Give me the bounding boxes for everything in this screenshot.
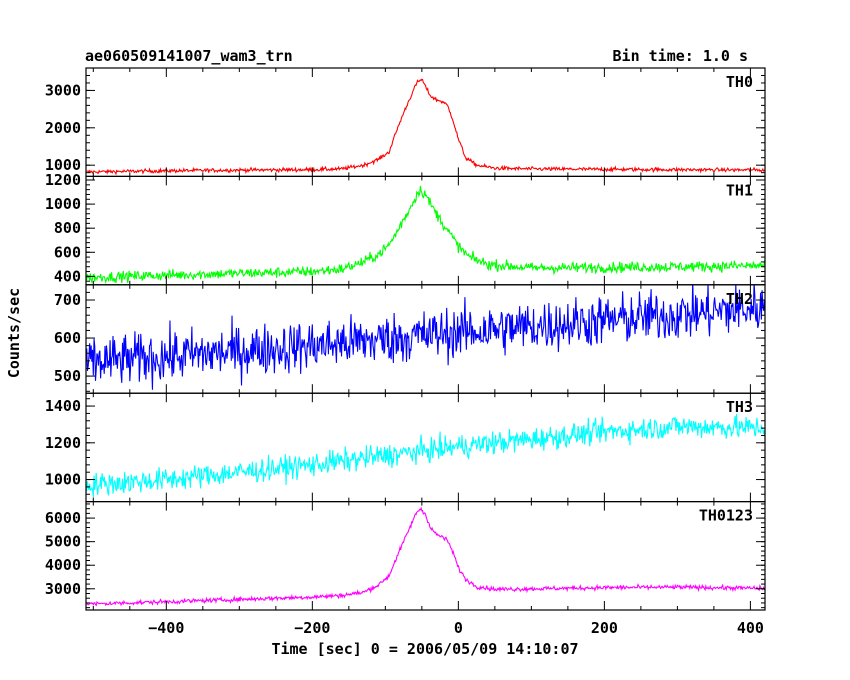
panel-label: TH2 <box>726 290 753 308</box>
panel-label: TH1 <box>726 181 753 199</box>
y-tick-label: 6000 <box>45 509 81 527</box>
y-tick-label: 1200 <box>45 434 81 452</box>
x-tick-label: 400 <box>737 619 764 637</box>
y-tick-label: 1000 <box>45 471 81 489</box>
bin-time-label: Bin time: 1.0 s <box>613 47 748 65</box>
chart-title: ae060509141007_wam3_trn <box>85 47 293 65</box>
y-tick-label: 700 <box>54 291 81 309</box>
panel-frame <box>85 501 766 611</box>
panel-frame <box>85 392 766 503</box>
panel-th3: 1000 1200 1400 TH3 <box>45 392 766 503</box>
series-line-th3 <box>86 413 765 498</box>
x-tick-label: −200 <box>294 619 330 637</box>
y-tick-label: 3000 <box>45 580 81 598</box>
y-tick-label: 600 <box>54 329 81 347</box>
x-tick-label: 200 <box>591 619 618 637</box>
series-line-th0 <box>86 78 765 176</box>
panel-label: TH0123 <box>699 507 753 525</box>
y-tick-label: 1200 <box>45 171 81 189</box>
x-axis-label: Time [sec] 0 = 2006/05/09 14:10:07 <box>271 640 578 658</box>
panel-th2: 500 600 700 TH2 <box>54 284 766 394</box>
panel-label: TH3 <box>726 398 753 416</box>
y-axis-label: Counts/sec <box>5 288 23 378</box>
y-tick-label: 1400 <box>45 397 81 415</box>
y-tick-label: 4000 <box>45 556 81 574</box>
y-tick-label: 1000 <box>45 195 81 213</box>
y-tick-label: 800 <box>54 219 81 237</box>
x-tick-label: −400 <box>148 619 184 637</box>
y-tick-label: 2000 <box>45 119 81 137</box>
series-line-th0123 <box>86 506 765 607</box>
x-tick-label: 0 <box>454 619 463 637</box>
panel-label: TH0 <box>726 73 753 91</box>
x-axis: −400 −200 0 200 400 <box>148 619 764 637</box>
panel-th0123: 3000 4000 5000 6000 TH0123 <box>45 501 766 611</box>
y-tick-label: 400 <box>54 267 81 285</box>
y-tick-label: 600 <box>54 243 81 261</box>
y-tick-label: 1000 <box>45 156 81 174</box>
panel-th1: 400 600 800 1000 1200 TH1 <box>45 171 766 286</box>
series-line-th1 <box>86 185 765 285</box>
y-tick-label: 500 <box>54 367 81 385</box>
panel-frame <box>85 67 766 178</box>
y-tick-label: 3000 <box>45 81 81 99</box>
panel-th0: 1000 2000 3000 TH0 <box>45 67 766 178</box>
series-line-th2 <box>86 284 765 390</box>
y-tick-label: 5000 <box>45 533 81 551</box>
